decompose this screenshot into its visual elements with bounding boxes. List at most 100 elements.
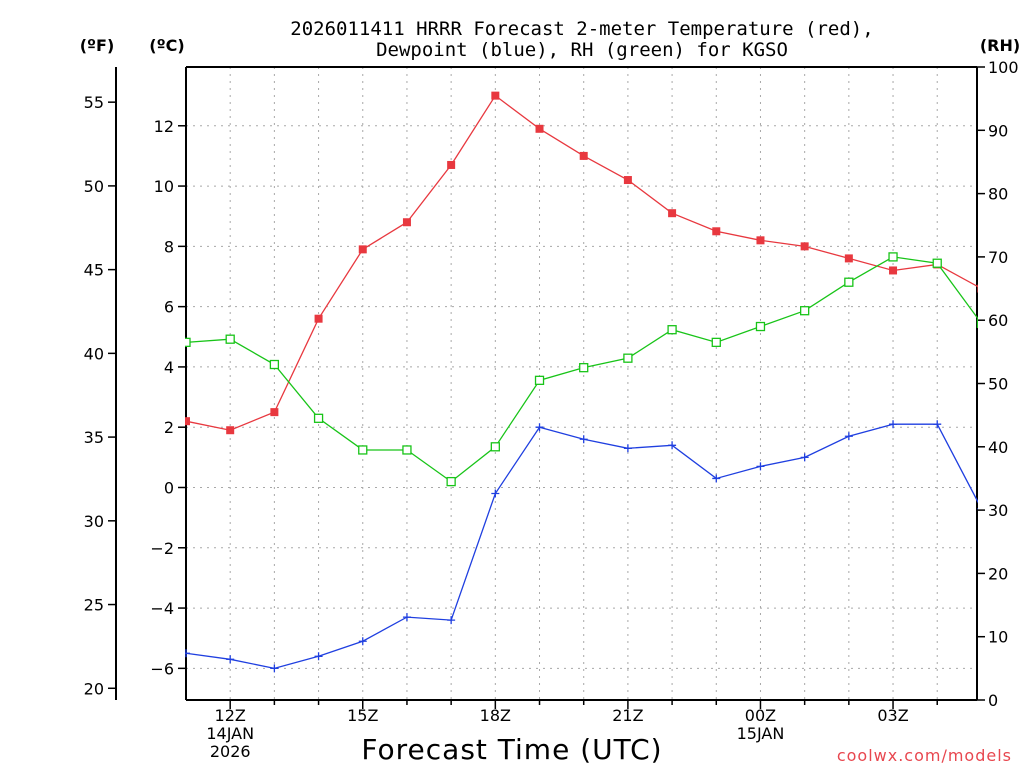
series-rh — [185, 252, 978, 487]
temperature-point — [402, 218, 411, 227]
temperature-point — [712, 227, 721, 236]
fahrenheit-tick-label: 20 — [84, 679, 104, 698]
dewpoint-point — [756, 462, 765, 471]
grid — [186, 67, 977, 700]
fahrenheit-tick-label: 45 — [84, 261, 104, 280]
dewpoint-point — [889, 420, 898, 429]
tick-labels: −6 −4 −2 0 2 4 6 8 10 12 20 25 30 35 40 45 50 55 0 10 20 30 40… — [84, 58, 1019, 761]
celsius-tick-label: 8 — [164, 237, 174, 256]
celsius-tick-label: 12 — [154, 117, 174, 136]
x-tick-label: 00Z — [745, 706, 776, 725]
temperature-point — [579, 151, 588, 160]
dewpoint-point — [270, 664, 279, 673]
fahrenheit-unit-label: (ºF) — [80, 36, 115, 55]
x-tick-label: 18Z — [480, 706, 511, 725]
dewpoint-point — [226, 655, 235, 664]
temperature-point — [535, 124, 544, 133]
celsius-unit-label: (ºC) — [149, 36, 184, 55]
data-series — [185, 91, 978, 673]
dewpoint-point — [402, 613, 411, 622]
dewpoint-point — [358, 637, 367, 646]
rh-tick-label: 50 — [988, 375, 1008, 394]
chart-title: 2026011411 HRRR Forecast 2-meter Tempera… — [290, 18, 873, 40]
rh-point — [755, 321, 766, 332]
rh-point — [358, 445, 368, 455]
rh-point — [800, 306, 810, 316]
x-tick-label: 14JAN — [206, 724, 254, 743]
fahrenheit-tick-label: 55 — [84, 93, 104, 112]
celsius-tick-label: −4 — [150, 599, 174, 618]
dewpoint-point — [579, 435, 588, 444]
rh-point — [185, 337, 191, 348]
credit-text: coolwx.com/models — [837, 746, 1012, 765]
rh-point — [844, 277, 854, 287]
x-tick-label-group: 21Z — [612, 706, 643, 725]
dewpoint-point — [535, 423, 544, 432]
rh-point — [446, 476, 456, 487]
x-tick-label: 12Z — [215, 706, 246, 725]
celsius-tick-label: −2 — [150, 539, 174, 558]
celsius-tick-label: 0 — [164, 478, 174, 497]
dewpoint-point — [800, 453, 809, 462]
temperature-point — [185, 417, 190, 426]
x-tick-label: 15JAN — [737, 724, 785, 743]
rh-tick-label: 70 — [988, 248, 1008, 267]
rh-tick-label: 0 — [988, 691, 998, 710]
temperature-point — [447, 160, 456, 169]
rh-point — [313, 413, 324, 423]
rh-tick-label: 100 — [988, 58, 1019, 77]
rh-tick-label: 90 — [988, 121, 1008, 140]
rh-tick-label: 10 — [988, 628, 1008, 647]
fahrenheit-tick-label: 50 — [84, 177, 104, 196]
celsius-tick-label: 6 — [164, 298, 174, 317]
x-tick-label: 03Z — [877, 706, 908, 725]
temperature-point — [623, 176, 632, 185]
rh-tick-label: 40 — [988, 438, 1008, 457]
rh-tick-label: 80 — [988, 185, 1008, 204]
dewpoint-point — [977, 507, 978, 510]
dewpoint-point — [933, 420, 942, 429]
temperature-point — [800, 242, 809, 251]
temperature-point — [668, 209, 677, 218]
rh-tick-label: 60 — [988, 311, 1008, 330]
rh-point — [579, 363, 589, 373]
x-tick-label: 21Z — [612, 706, 643, 725]
temperature-point — [844, 254, 853, 263]
x-tick-label: 2026 — [210, 742, 251, 761]
dewpoint-point — [623, 444, 632, 453]
fahrenheit-tick-label: 35 — [84, 428, 104, 447]
x-axis-label: Forecast Time (UTC) — [361, 733, 662, 766]
temperature-point — [889, 266, 898, 275]
rh-tick-label: 20 — [988, 564, 1008, 583]
rh-point — [534, 375, 545, 385]
temperature-point — [491, 91, 500, 100]
rh-point — [667, 325, 677, 335]
dewpoint-point — [668, 441, 677, 450]
temperature-point — [270, 408, 279, 417]
rh-tick-label: 30 — [988, 501, 1008, 520]
fahrenheit-tick-label: 25 — [84, 596, 104, 615]
rh-point — [711, 337, 721, 348]
temperature-point — [314, 314, 323, 323]
axes — [108, 66, 985, 709]
celsius-tick-label: 10 — [154, 177, 174, 196]
dewpoint-point — [844, 432, 853, 441]
dewpoint-point — [491, 489, 500, 498]
series-clip-group — [185, 91, 978, 673]
temperature-point — [756, 236, 765, 245]
temperature-point — [358, 245, 367, 254]
dewpoint-point — [314, 652, 323, 661]
celsius-tick-label: 2 — [164, 418, 174, 437]
x-tick-label-group: 03Z — [877, 706, 908, 725]
celsius-tick-label: 4 — [164, 358, 174, 377]
fahrenheit-tick-label: 40 — [84, 344, 104, 363]
rh-unit-label: (RH) — [980, 36, 1020, 55]
fahrenheit-tick-label: 30 — [84, 512, 104, 531]
dewpoint-point — [185, 649, 190, 658]
rh-point — [932, 258, 942, 268]
x-tick-label-group: 15Z — [347, 706, 378, 725]
temperature-point — [226, 426, 235, 435]
